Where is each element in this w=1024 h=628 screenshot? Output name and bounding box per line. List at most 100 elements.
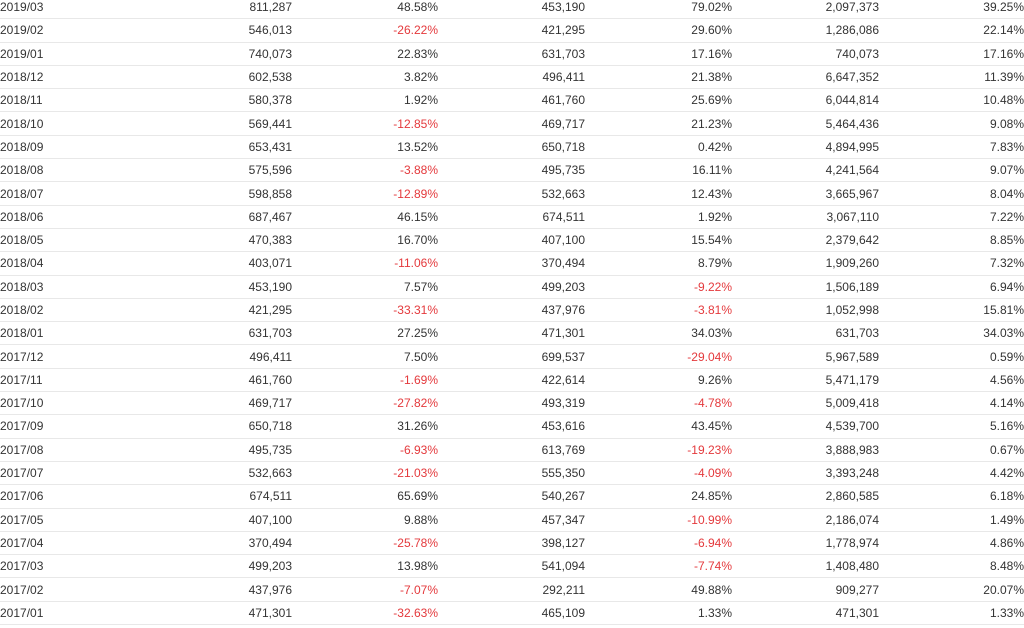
period-cell: 2017/05 <box>0 508 150 532</box>
period-cell: 2017/08 <box>0 438 150 462</box>
value-cell: 699,537 <box>438 344 585 369</box>
percent-cell: 34.03% <box>879 321 1024 346</box>
percent-cell: 22.83% <box>292 42 438 66</box>
percent-cell: 1.33% <box>879 601 1024 626</box>
value-cell: 1,052,998 <box>732 298 879 323</box>
percent-cell: 13.52% <box>292 135 438 160</box>
value-cell: 499,203 <box>438 275 585 299</box>
value-cell: 495,735 <box>438 158 585 183</box>
value-cell: 453,616 <box>438 414 585 439</box>
period-cell: 2017/06 <box>0 484 150 509</box>
table-row: 2018/07 598,858 -12.89% 532,663 12.43% 3,665,… <box>0 181 1024 206</box>
percent-cell: -26.22% <box>292 18 438 43</box>
period-cell: 2019/01 <box>0 42 150 66</box>
value-cell: 811,287 <box>150 0 292 20</box>
value-cell: 421,295 <box>438 18 585 43</box>
value-cell: 370,494 <box>150 531 292 556</box>
percent-cell: 9.88% <box>292 508 438 532</box>
percent-cell: 4.56% <box>879 368 1024 393</box>
value-cell: 909,277 <box>732 577 879 602</box>
value-cell: 2,860,585 <box>732 484 879 509</box>
value-cell: 2,097,373 <box>732 0 879 20</box>
value-cell: 4,241,564 <box>732 158 879 183</box>
value-cell: 2,186,074 <box>732 508 879 532</box>
period-cell: 2018/04 <box>0 251 150 276</box>
value-cell: 598,858 <box>150 181 292 206</box>
period-cell: 2017/12 <box>0 344 150 369</box>
value-cell: 674,511 <box>438 205 585 229</box>
value-cell: 3,067,110 <box>732 205 879 229</box>
table-row: 2018/04 403,071 -11.06% 370,494 8.79% 1,909,2… <box>0 251 1024 276</box>
value-cell: 496,411 <box>438 65 585 90</box>
value-cell: 631,703 <box>150 321 292 346</box>
percent-cell: 1.33% <box>585 601 732 626</box>
value-cell: 546,013 <box>150 18 292 43</box>
period-cell: 2017/01 <box>0 601 150 626</box>
percent-cell: 8.79% <box>585 251 732 276</box>
percent-cell: 5.16% <box>879 414 1024 439</box>
value-cell: 613,769 <box>438 438 585 462</box>
value-cell: 674,511 <box>150 484 292 509</box>
percent-cell: 7.57% <box>292 275 438 299</box>
percent-cell: 27.25% <box>292 321 438 346</box>
table-row: 2017/09 650,718 31.26% 453,616 43.45% 4,539,7… <box>0 414 1024 439</box>
percent-cell: 6.94% <box>879 275 1024 299</box>
percent-cell: 7.50% <box>292 344 438 369</box>
table-row: 2017/05 407,100 9.88% 457,347 -10.99% 2,186,0… <box>0 508 1024 532</box>
value-cell: 292,211 <box>438 577 585 602</box>
percent-cell: 9.07% <box>879 158 1024 183</box>
value-cell: 496,411 <box>150 344 292 369</box>
percent-cell: 22.14% <box>879 18 1024 43</box>
value-cell: 407,100 <box>438 228 585 253</box>
value-cell: 495,735 <box>150 438 292 462</box>
percent-cell: 3.82% <box>292 65 438 90</box>
value-cell: 541,094 <box>438 554 585 579</box>
table-row: 2019/02 546,013 -26.22% 421,295 29.60% 1,286,… <box>0 18 1024 43</box>
percent-cell: 20.07% <box>879 577 1024 602</box>
percent-cell: 9.26% <box>585 368 732 393</box>
value-cell: 1,909,260 <box>732 251 879 276</box>
percent-cell: -7.07% <box>292 577 438 602</box>
percent-cell: -27.82% <box>292 391 438 416</box>
percent-cell: 15.54% <box>585 228 732 253</box>
value-cell: 631,703 <box>732 321 879 346</box>
percent-cell: 25.69% <box>585 88 732 113</box>
value-cell: 457,347 <box>438 508 585 532</box>
percent-cell: -4.09% <box>585 461 732 486</box>
value-cell: 602,538 <box>150 65 292 90</box>
value-cell: 650,718 <box>438 135 585 160</box>
percent-cell: 79.02% <box>585 0 732 20</box>
value-cell: 532,663 <box>150 461 292 486</box>
percent-cell: -21.03% <box>292 461 438 486</box>
period-cell: 2018/11 <box>0 88 150 113</box>
value-cell: 532,663 <box>438 181 585 206</box>
period-cell: 2018/06 <box>0 205 150 229</box>
percent-cell: -29.04% <box>585 344 732 369</box>
percent-cell: 16.70% <box>292 228 438 253</box>
table-row: 2018/09 653,431 13.52% 650,718 0.42% 4,894,99… <box>0 135 1024 160</box>
table-row: 2017/08 495,735 -6.93% 613,769 -19.23% 3,888,… <box>0 438 1024 462</box>
value-cell: 437,976 <box>150 577 292 602</box>
table-row: 2018/01 631,703 27.25% 471,301 34.03% 631,703… <box>0 321 1024 346</box>
value-cell: 5,464,436 <box>732 111 879 136</box>
percent-cell: 8.48% <box>879 554 1024 579</box>
percent-cell: -33.31% <box>292 298 438 323</box>
percent-cell: -12.89% <box>292 181 438 206</box>
value-cell: 499,203 <box>150 554 292 579</box>
period-cell: 2018/03 <box>0 275 150 299</box>
value-cell: 1,286,086 <box>732 18 879 43</box>
percent-cell: -12.85% <box>292 111 438 136</box>
period-cell: 2017/02 <box>0 577 150 602</box>
table-row: 2017/07 532,663 -21.03% 555,350 -4.09% 3,393,… <box>0 461 1024 486</box>
period-cell: 2018/09 <box>0 135 150 160</box>
value-cell: 3,665,967 <box>732 181 879 206</box>
value-cell: 2,379,642 <box>732 228 879 253</box>
percent-cell: 10.48% <box>879 88 1024 113</box>
table-row: 2019/01 740,073 22.83% 631,703 17.16% 740,073… <box>0 42 1024 66</box>
value-cell: 575,596 <box>150 158 292 183</box>
percent-cell: 43.45% <box>585 414 732 439</box>
value-cell: 469,717 <box>438 111 585 136</box>
table-row: 2018/03 453,190 7.57% 499,203 -9.22% 1,506,18… <box>0 275 1024 299</box>
